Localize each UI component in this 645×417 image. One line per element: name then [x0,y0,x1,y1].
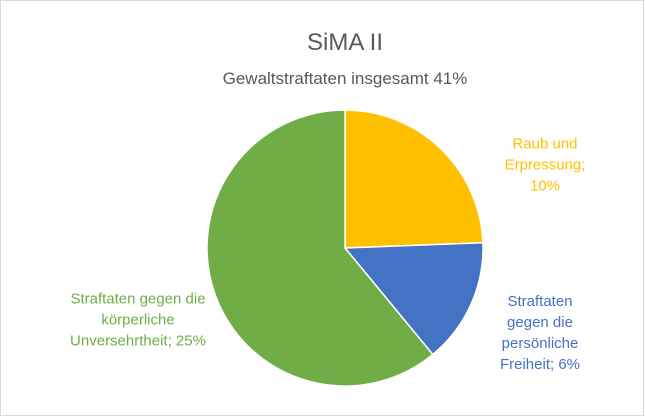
pie-slice [344,109,484,249]
pie-slice [206,109,434,387]
data-label: Straftaten gegen die körperliche Unverse… [70,290,206,350]
pie-slice [343,241,484,356]
chart-subtitle: Gewaltstraftaten insgesamt 41% [223,69,468,88]
data-label: Straftaten gegen die persönliche Freihei… [499,293,581,373]
chart-title: SiMA II [307,29,383,56]
data-label: Raub und Erpressung; 10% [504,135,586,195]
